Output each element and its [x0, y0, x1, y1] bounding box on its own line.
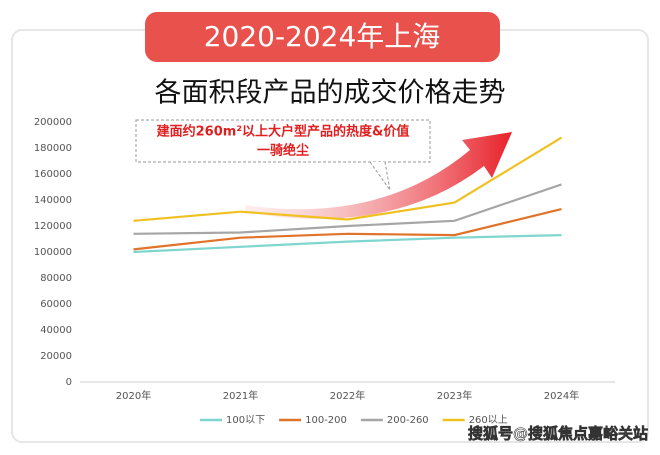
y-tick-label: 200000 [34, 117, 72, 128]
y-tick-label: 80000 [40, 273, 72, 284]
chart-title: 各面积段产品的成交价格走势 [155, 78, 506, 109]
x-tick-label: 2023年 [437, 389, 472, 402]
trend-arrow [245, 132, 512, 219]
series-line [133, 234, 562, 254]
y-tick-label: 0 [66, 377, 72, 388]
y-tick-label: 160000 [34, 169, 72, 180]
legend-label: 200-260 [387, 415, 429, 426]
x-tick-label: 2021年 [223, 389, 258, 402]
series-line [133, 208, 562, 251]
y-tick-label: 40000 [40, 325, 72, 336]
legend-label: 260以上 [469, 414, 508, 426]
x-tick-label: 2024年 [544, 389, 579, 402]
banner-bg [145, 12, 500, 62]
annotation-line: 一骑绝尘 [257, 143, 309, 159]
y-tick-label: 180000 [34, 143, 72, 154]
series-line [133, 136, 563, 222]
legend-label: 100-200 [305, 415, 347, 426]
watermark: 搜狐号@搜狐焦点嘉峪关站 [468, 425, 648, 443]
annotation-box [135, 119, 431, 163]
y-tick-label: 120000 [34, 221, 72, 232]
y-tick-label: 20000 [40, 351, 72, 362]
x-tick-label: 2020年 [116, 389, 151, 402]
x-tick-label: 2022年 [330, 389, 365, 402]
y-tick-label: 100000 [34, 247, 72, 258]
y-tick-label: 140000 [34, 195, 72, 206]
banner: 2020-2024年上海 [204, 20, 441, 53]
series-line [133, 183, 562, 235]
y-tick-label: 60000 [40, 299, 72, 310]
annotation-line: 建面约260m²以上大户型产品的热度&价值 [157, 124, 410, 140]
annotation-pointer [369, 161, 391, 191]
legend-label: 100以下 [226, 415, 265, 426]
